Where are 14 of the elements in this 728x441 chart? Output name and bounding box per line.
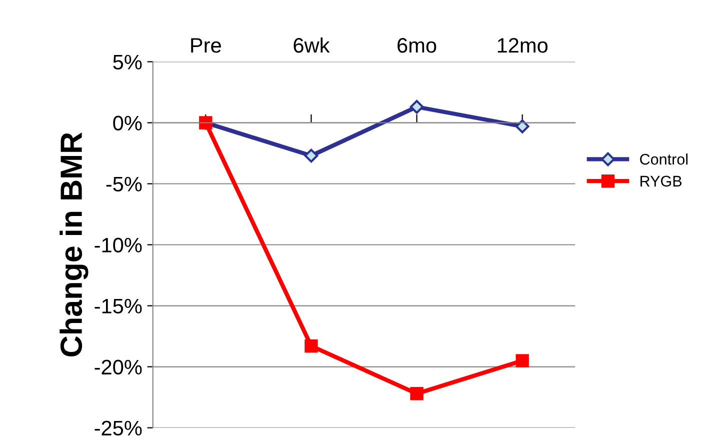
y-tick-label: 5% [113,54,142,70]
y-tick-label: -5% [106,176,142,192]
x-tick-label: 6wk [294,37,330,53]
x-tick-label: Pre [191,38,221,53]
x-tick-label: 12mo [498,38,548,53]
y-tick-label: 0% [113,116,142,130]
legend-label: RYGB [640,176,682,187]
y-axis-title: Change in BMR [60,132,88,356]
y-tick-label: -10% [94,238,142,253]
legend-label: Control [640,153,688,165]
y-tick-label: -15% [94,298,142,314]
y-tick-label: -20% [94,360,142,375]
y-tick-label: -25% [94,420,142,436]
x-tick-label: 6mo [398,38,436,53]
